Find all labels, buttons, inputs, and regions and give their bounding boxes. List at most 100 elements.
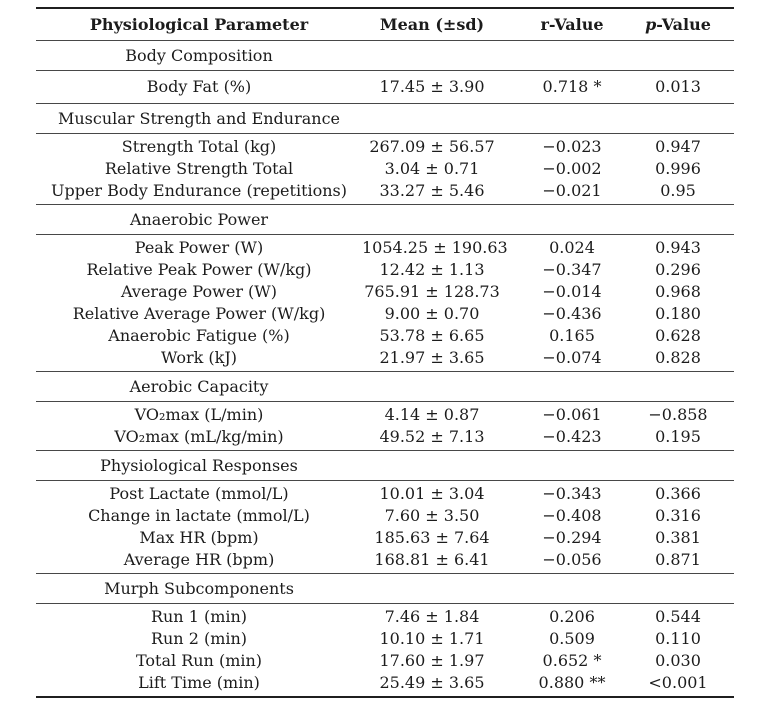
r-value-cell: −0.002 [542, 159, 602, 178]
table-row: Relative Average Power (W/kg) 9.00 ± 0.7… [36, 303, 734, 325]
section-title-row: Physiological Responses [36, 451, 734, 481]
param-cell: Lift Time (min) [138, 673, 260, 692]
param-cell: Relative Average Power (W/kg) [72, 304, 326, 323]
mean-cell: 168.81 ± 6.41 [374, 550, 490, 569]
table-row: Work (kJ) 21.97 ± 3.65 −0.074 0.828 [36, 347, 734, 369]
r-value-cell: 0.024 [549, 238, 595, 257]
mean-cell: 267.09 ± 56.57 [369, 137, 495, 156]
table-row: Post Lactate (mmol/L) 10.01 ± 3.04 −0.34… [36, 483, 734, 505]
param-cell: Relative Peak Power (W/kg) [86, 260, 312, 279]
param-cell: Run 1 (min) [150, 607, 248, 626]
table-row: Average Power (W) 765.91 ± 128.73 −0.014… [36, 281, 734, 303]
r-value-cell: 0.652 * [542, 651, 602, 670]
section-rows-physiological-responses: Post Lactate (mmol/L) 10.01 ± 3.04 −0.34… [36, 481, 734, 574]
p-value-cell: 0.996 [655, 159, 701, 178]
section-title-muscular-strength: Muscular Strength and Endurance [57, 109, 341, 128]
p-value-cell: 0.947 [655, 137, 701, 156]
r-value-cell: −0.056 [542, 550, 602, 569]
table-row: Average HR (bpm) 168.81 ± 6.41 −0.056 0.… [36, 549, 734, 571]
param-cell: Peak Power (W) [134, 238, 264, 257]
section-title-row: Anaerobic Power [36, 205, 734, 235]
r-value-cell: −0.061 [542, 405, 602, 424]
mean-cell: 21.97 ± 3.65 [379, 348, 485, 367]
col-header-r-value: r-Value [540, 15, 604, 34]
param-cell: Post Lactate (mmol/L) [109, 484, 289, 503]
r-value-cell: −0.347 [542, 260, 602, 279]
param-cell: VO₂max (mL/kg/min) [114, 427, 284, 446]
p-value-cell: 0.110 [655, 629, 701, 648]
param-cell: Strength Total (kg) [121, 137, 277, 156]
p-value-cell: 0.316 [655, 506, 701, 525]
section-title-aerobic-capacity: Aerobic Capacity [129, 377, 269, 396]
mean-cell: 53.78 ± 6.65 [379, 326, 485, 345]
p-value-cell: 0.871 [655, 550, 701, 569]
param-cell: Body Fat (%) [146, 77, 252, 96]
mean-cell: 765.91 ± 128.73 [364, 282, 500, 301]
r-value-cell: −0.408 [542, 506, 602, 525]
mean-cell: 7.46 ± 1.84 [384, 607, 480, 626]
p-value-cell: 0.030 [655, 651, 701, 670]
p-value-cell: 0.366 [655, 484, 701, 503]
mean-cell: 12.42 ± 1.13 [379, 260, 485, 279]
param-cell: Max HR (bpm) [139, 528, 259, 547]
r-value-cell: 0.509 [549, 629, 595, 648]
table-row: Relative Strength Total 3.04 ± 0.71 −0.0… [36, 158, 734, 180]
table-row: Max HR (bpm) 185.63 ± 7.64 −0.294 0.381 [36, 527, 734, 549]
mean-cell: 185.63 ± 7.64 [374, 528, 490, 547]
p-value-cell: 0.013 [655, 77, 701, 96]
mean-cell: 10.01 ± 3.04 [379, 484, 485, 503]
p-value-cell: −0.858 [648, 405, 708, 424]
p-value-cell: 0.381 [655, 528, 701, 547]
r-value-cell: −0.074 [542, 348, 602, 367]
mean-cell: 9.00 ± 0.70 [384, 304, 480, 323]
mean-cell: 17.60 ± 1.97 [379, 651, 485, 670]
param-cell: Anaerobic Fatigue (%) [108, 326, 290, 345]
section-title-body-composition: Body Composition [125, 46, 273, 65]
section-title-row: Murph Subcomponents [36, 574, 734, 604]
mean-cell: 7.60 ± 3.50 [384, 506, 480, 525]
p-value-cell: 0.95 [660, 181, 696, 200]
p-value-cell: 0.195 [655, 427, 701, 446]
section-rows-murph-subcomponents: Run 1 (min) 7.46 ± 1.84 0.206 0.544 Run … [36, 604, 734, 696]
r-value-cell: −0.021 [542, 181, 602, 200]
param-cell: Work (kJ) [160, 348, 237, 367]
table-row: Lift Time (min) 25.49 ± 3.65 0.880 ** <0… [36, 672, 734, 694]
param-cell: Relative Strength Total [104, 159, 294, 178]
col-header-p-value: p-Value [642, 9, 714, 40]
section-title-row: Body Composition [36, 41, 734, 71]
table-row: Body Fat (%) 17.45 ± 3.90 0.718 * 0.013 [36, 76, 734, 98]
mean-cell: 10.10 ± 1.71 [379, 629, 485, 648]
p-value-rest: -Value [656, 15, 711, 34]
table-row: VO₂max (mL/kg/min) 49.52 ± 7.13 −0.423 0… [36, 426, 734, 448]
section-title-murph-subcomponents: Murph Subcomponents [104, 579, 294, 598]
param-cell: Upper Body Endurance (repetitions) [50, 181, 348, 200]
col-header-parameter: Physiological Parameter [89, 15, 309, 34]
mean-cell: 4.14 ± 0.87 [384, 405, 480, 424]
r-value-cell: −0.014 [542, 282, 602, 301]
mean-cell: 17.45 ± 3.90 [379, 77, 485, 96]
p-value-cell: 0.296 [655, 260, 701, 279]
param-cell: Total Run (min) [135, 651, 263, 670]
table-row: Relative Peak Power (W/kg) 12.42 ± 1.13 … [36, 259, 734, 281]
r-value-cell: 0.880 ** [538, 673, 606, 692]
section-title-row: Aerobic Capacity [36, 372, 734, 402]
table-row: Strength Total (kg) 267.09 ± 56.57 −0.02… [36, 136, 734, 158]
p-value-cell: 0.943 [655, 238, 701, 257]
param-cell: Average HR (bpm) [123, 550, 275, 569]
param-cell: VO₂max (L/min) [134, 405, 264, 424]
section-title-physiological-responses: Physiological Responses [100, 456, 298, 475]
table-row: Run 2 (min) 10.10 ± 1.71 0.509 0.110 [36, 628, 734, 650]
table-row: Run 1 (min) 7.46 ± 1.84 0.206 0.544 [36, 606, 734, 628]
param-cell: Change in lactate (mmol/L) [88, 506, 310, 525]
r-value-cell: 0.165 [549, 326, 595, 345]
table-header-row: Physiological Parameter Mean (±sd) r-Val… [36, 9, 734, 41]
table-row: Upper Body Endurance (repetitions) 33.27… [36, 180, 734, 202]
mean-cell: 49.52 ± 7.13 [379, 427, 485, 446]
table-row: Peak Power (W) 1054.25 ± 190.63 0.024 0.… [36, 237, 734, 259]
p-value-italic-p: p [645, 15, 657, 34]
table-row: Change in lactate (mmol/L) 7.60 ± 3.50 −… [36, 505, 734, 527]
table-row: VO₂max (L/min) 4.14 ± 0.87 −0.061 −0.858 [36, 404, 734, 426]
p-value-cell: 0.544 [655, 607, 701, 626]
r-value-cell: −0.023 [542, 137, 602, 156]
r-value-cell: −0.294 [542, 528, 602, 547]
